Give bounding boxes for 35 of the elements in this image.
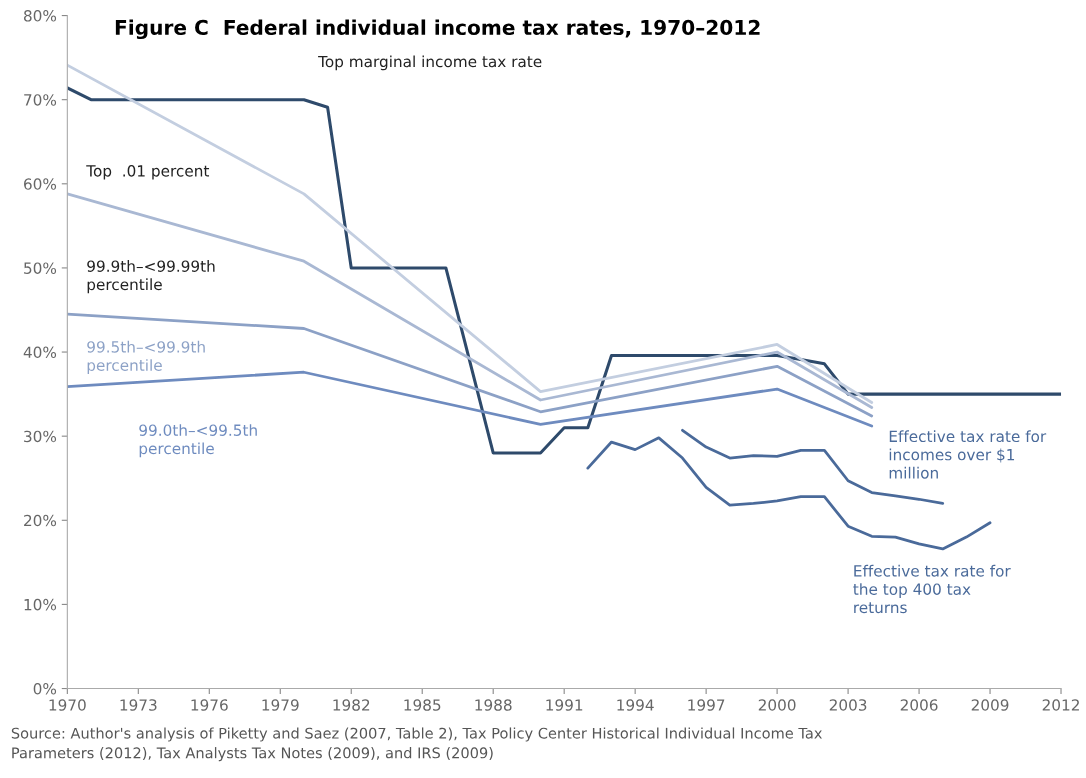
x-tick-label: 2003 [829, 699, 867, 711]
x-tick-label: 2006 [900, 699, 938, 711]
text: 99.0th–<99.5th percentile [139, 424, 257, 458]
line-series [67, 312, 874, 418]
x-tick-label: 1991 [546, 699, 583, 711]
y-tick-label: 30% [24, 430, 57, 443]
text: Effective tax rate for the top 400 tax returns [853, 564, 1011, 614]
y-tick-label: 10% [24, 598, 57, 611]
y-tick-label: 70% [24, 94, 57, 106]
line-series [67, 192, 874, 409]
series-label: Effective tax rate for incomes over $1 million [889, 430, 1047, 479]
series-label: Top .01 percent [86, 165, 210, 180]
x-tick-label: 1994 [617, 699, 654, 711]
x-tick-label: 1973 [120, 699, 157, 711]
x-tick-label: 1985 [404, 699, 441, 711]
chart-title: Figure C Federal individual income tax rates, 1970–2012 [115, 19, 760, 40]
y-tick-label: 50% [24, 262, 57, 274]
y-tick-label: 40% [23, 346, 57, 359]
y-tick-label: 0% [33, 683, 57, 695]
x-tick-label: 2009 [971, 699, 1009, 711]
y-tick-label: 60% [24, 178, 57, 190]
x-tick-label: 2000 [758, 699, 796, 711]
x-tick-label: 1970 [49, 699, 86, 711]
x-tick-label: 1988 [475, 699, 512, 711]
series-label: 99.9th–<99.99th percentile [87, 260, 215, 294]
text: Top marginal income tax rate [318, 55, 542, 71]
x-tick-label: 1979 [262, 699, 299, 711]
series-label: 99.5th–<99.9th percentile [87, 340, 205, 374]
y-tick-label: 80% [23, 10, 57, 22]
x-tick-label: 1982 [333, 699, 370, 711]
y-tick-label: 20% [24, 514, 57, 527]
x-tick-label: 1976 [191, 699, 228, 711]
source-note: Source: Author's analysis of Piketty and Saez (2007, Table 2), Tax Policy Center Historical Individual Income Tax Parameters (2012), Tax Analysts Tax Notes (2009), and IRS (2009) [11, 727, 822, 762]
x-tick-label: 1997 [688, 699, 725, 711]
x-tick-label: 2012 [1042, 699, 1079, 711]
